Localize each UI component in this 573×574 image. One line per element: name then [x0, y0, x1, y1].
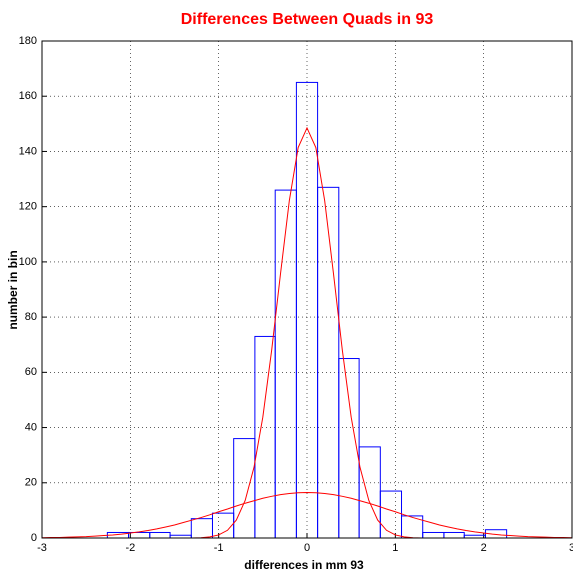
chart-title: Differences Between Quads in 93 [181, 11, 434, 28]
y-tick-label: 60 [25, 366, 37, 378]
y-tick-label: 180 [19, 35, 37, 47]
x-axis-label: differences in mm 93 [244, 558, 364, 572]
y-tick-label: 0 [31, 532, 37, 544]
plot-frame [41, 40, 573, 539]
x-tick-label: 0 [304, 542, 310, 554]
x-tick-label: -2 [125, 542, 135, 554]
y-tick-label: 100 [19, 256, 37, 268]
x-tick-label: 3 [569, 542, 573, 554]
y-tick-label: 20 [25, 477, 37, 489]
fit-curve [41, 491, 573, 539]
y-tick-label: 120 [19, 201, 37, 213]
x-tick-label: 2 [481, 542, 487, 554]
x-tick-label: 1 [392, 542, 398, 554]
y-axis-label: number in bin [6, 250, 20, 329]
y-tick-label: 40 [25, 421, 37, 433]
y-tick-label: 160 [19, 90, 37, 102]
x-tick-label: -3 [37, 542, 47, 554]
plot-area: 0 20 40 60 80 100 120 140 160 180 -3 -2 -1 0 1 2 3 [19, 35, 573, 554]
y-tick-label: 140 [19, 145, 37, 157]
x-tick-label: -1 [214, 542, 224, 554]
y-tick-label: 80 [25, 311, 37, 323]
